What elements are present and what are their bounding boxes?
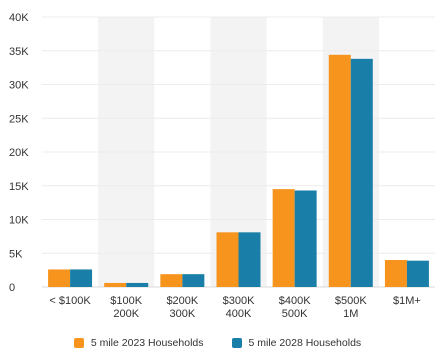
bar-2023-5 bbox=[328, 54, 351, 287]
y-tick-label: 25K bbox=[9, 113, 29, 125]
x-tick-label: $400K bbox=[279, 295, 311, 307]
bar-2028-0 bbox=[70, 269, 93, 287]
y-tick-label: 20K bbox=[9, 147, 29, 159]
legend-swatch-2028 bbox=[231, 337, 242, 348]
x-tick-label: 400K bbox=[226, 308, 252, 320]
bar-2028-5 bbox=[350, 58, 373, 287]
x-tick-label: 1M bbox=[343, 308, 358, 320]
x-tick-label: $300K bbox=[223, 295, 255, 307]
bar-2023-3 bbox=[216, 232, 239, 287]
x-tick-label: $1M+ bbox=[393, 295, 421, 307]
legend-label-2023: 5 mile 2023 Households bbox=[90, 336, 204, 349]
legend-swatch-2023 bbox=[73, 337, 84, 348]
bar-2028-6 bbox=[406, 260, 429, 287]
bar-2023-1 bbox=[104, 282, 127, 287]
x-tick-label: $100K bbox=[110, 295, 142, 307]
x-tick-label: $500K bbox=[335, 295, 367, 307]
chart-legend: 5 mile 2023 Households 5 mile 2028 House… bbox=[0, 334, 435, 351]
y-tick-label: 10K bbox=[9, 215, 29, 227]
y-tick-label: 35K bbox=[9, 46, 29, 58]
bar-2023-2 bbox=[160, 274, 183, 287]
legend-item-2028[interactable]: 5 mile 2028 Households bbox=[231, 336, 362, 349]
x-tick-label: 300K bbox=[170, 308, 196, 320]
x-tick-label: 200K bbox=[113, 308, 139, 320]
bar-2028-1 bbox=[126, 282, 149, 287]
bar-2023-0 bbox=[48, 269, 71, 287]
bar-2023-4 bbox=[272, 189, 295, 287]
y-tick-label: 30K bbox=[9, 80, 29, 92]
bar-2023-6 bbox=[384, 260, 407, 287]
y-tick-label: 0 bbox=[9, 282, 15, 294]
bar-2028-2 bbox=[182, 274, 205, 287]
y-tick-label: 15K bbox=[9, 181, 29, 193]
y-tick-label: 40K bbox=[9, 12, 29, 24]
x-tick-label: $200K bbox=[166, 295, 198, 307]
x-tick-label: < $100K bbox=[49, 295, 91, 307]
legend-label-2028: 5 mile 2028 Households bbox=[248, 336, 362, 349]
bar-2028-4 bbox=[294, 190, 317, 287]
legend-item-2023[interactable]: 5 mile 2023 Households bbox=[73, 336, 204, 349]
x-tick-label: 500K bbox=[282, 308, 308, 320]
y-tick-label: 5K bbox=[9, 248, 23, 260]
bar-2028-3 bbox=[238, 232, 261, 287]
